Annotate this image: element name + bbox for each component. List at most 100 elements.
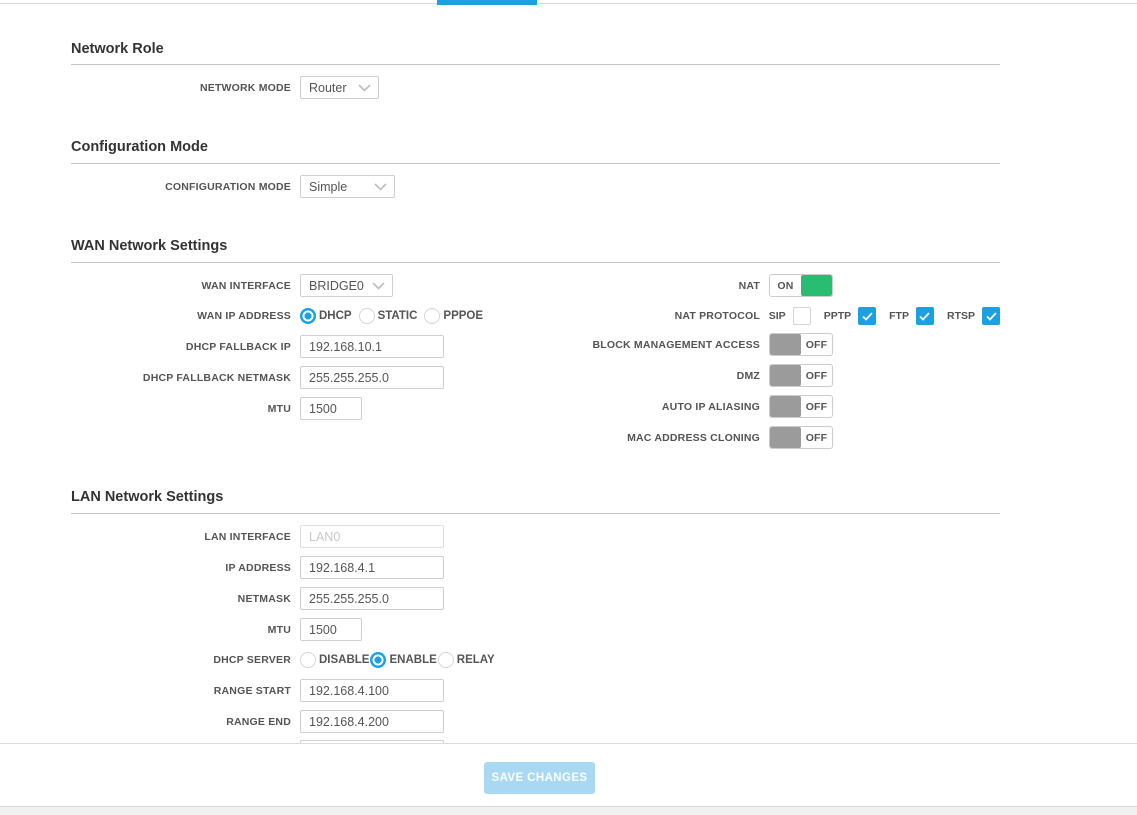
radio-enable[interactable]	[370, 651, 387, 668]
active-tab-indicator	[437, 0, 537, 5]
chevron-down-icon	[372, 281, 385, 290]
network-mode-label: NETWORK MODE	[199, 81, 291, 94]
wan-interface-label: WAN INTERFACE	[201, 279, 291, 292]
lan-interface-input	[300, 525, 444, 548]
section-divider	[71, 262, 1000, 263]
mac-address-cloning-toggle[interactable]: OFF	[769, 426, 833, 449]
wan-mtu-input[interactable]	[300, 397, 362, 420]
auto-ip-aliasing-label: AUTO IP ALIASING	[661, 400, 760, 413]
checkbox-rtsp-label: RTSP	[946, 310, 975, 322]
radio-pppoe[interactable]	[424, 307, 441, 324]
nat-protocol-row: NAT PROTOCOL SIP PPTP FTP RTSP	[450, 306, 1000, 326]
radio-pppoe-label: PPPOE	[443, 309, 484, 322]
wan-interface-row: WAN INTERFACE BRIDGE0	[71, 274, 393, 297]
wan-mtu-label: MTU	[267, 402, 291, 415]
checkbox-sip-label: SIP	[768, 310, 786, 322]
lan-mtu-label: MTU	[267, 623, 291, 636]
dhcp-fallback-ip-row: DHCP FALLBACK IP	[71, 335, 444, 358]
checkbox-rtsp[interactable]	[982, 307, 1000, 325]
dhcp-server-row: DHCP SERVER DISABLE ENABLE RELAY	[71, 648, 495, 671]
radio-dhcp-label: DHCP	[319, 309, 352, 322]
lan-mtu-row: MTU	[71, 618, 362, 641]
dhcp-fallback-netmask-input[interactable]	[300, 366, 444, 389]
section-divider	[71, 513, 1000, 514]
network-mode-value: Router	[309, 80, 347, 95]
range-start-row: RANGE START	[71, 679, 444, 702]
auto-ip-aliasing-state: OFF	[805, 400, 828, 413]
checkbox-sip[interactable]	[792, 307, 811, 325]
radio-enable-label: ENABLE	[389, 653, 437, 666]
toggle-off-knob	[770, 396, 801, 417]
wan-ip-address-row: WAN IP ADDRESS DHCP STATIC PPPOE	[71, 304, 483, 327]
network-mode-row: NETWORK MODE Router	[71, 76, 379, 99]
dhcp-fallback-ip-input[interactable]	[300, 335, 444, 358]
radio-dhcp[interactable]	[300, 307, 316, 324]
bottom-strip	[0, 806, 1137, 815]
checkbox-pptp-label: PPTP	[823, 310, 852, 322]
configuration-mode-select[interactable]: Simple	[300, 175, 395, 198]
nat-toggle-state: ON	[777, 279, 794, 292]
checkbox-ftp[interactable]	[915, 307, 934, 325]
radio-disable[interactable]	[300, 651, 316, 668]
radio-relay-label: RELAY	[456, 653, 495, 666]
block-management-access-label: BLOCK MANAGEMENT ACCESS	[592, 338, 760, 351]
dhcp-fallback-netmask-label: DHCP FALLBACK NETMASK	[142, 371, 291, 384]
tab-bar-divider	[0, 3, 1137, 4]
block-management-access-row: BLOCK MANAGEMENT ACCESS OFF	[450, 333, 833, 356]
radio-disable-label: DISABLE	[319, 653, 370, 666]
wan-interface-select[interactable]: BRIDGE0	[300, 274, 393, 297]
toggle-off-knob	[770, 334, 801, 355]
block-management-access-toggle[interactable]: OFF	[769, 333, 833, 356]
checkbox-pptp[interactable]	[858, 307, 877, 325]
range-end-label: RANGE END	[226, 715, 291, 728]
range-start-input[interactable]	[300, 679, 444, 702]
range-start-label: RANGE START	[213, 684, 291, 697]
section-title-lan: LAN Network Settings	[71, 489, 224, 505]
checkbox-ftp-label: FTP	[889, 310, 909, 322]
lan-interface-row: LAN INTERFACE	[71, 525, 444, 548]
dmz-row: DMZ OFF	[450, 364, 833, 387]
wan-interface-value: BRIDGE0	[309, 278, 364, 293]
mac-address-cloning-state: OFF	[805, 431, 828, 444]
mac-address-cloning-label: MAC ADDRESS CLONING	[627, 431, 760, 444]
save-changes-button[interactable]: SAVE CHANGES	[484, 762, 595, 794]
dhcp-fallback-netmask-row: DHCP FALLBACK NETMASK	[71, 366, 444, 389]
network-mode-select[interactable]: Router	[300, 76, 379, 99]
wan-ip-address-label: WAN IP ADDRESS	[197, 309, 291, 322]
chevron-down-icon	[358, 83, 371, 92]
nat-protocol-label: NAT PROTOCOL	[674, 310, 760, 322]
radio-static-label: STATIC	[377, 309, 418, 322]
toggle-off-knob	[770, 427, 801, 448]
lan-netmask-input[interactable]	[300, 587, 444, 610]
section-divider	[71, 163, 1000, 164]
auto-ip-aliasing-toggle[interactable]: OFF	[769, 395, 833, 418]
dmz-label: DMZ	[736, 369, 760, 382]
range-end-row: RANGE END	[71, 710, 444, 733]
lan-netmask-row: NETMASK	[71, 587, 444, 610]
dhcp-fallback-ip-label: DHCP FALLBACK IP	[185, 340, 291, 353]
lan-interface-label: LAN INTERFACE	[204, 530, 291, 543]
radio-static[interactable]	[358, 307, 375, 324]
lan-mtu-input[interactable]	[300, 618, 362, 641]
range-end-input[interactable]	[300, 710, 444, 733]
section-divider	[71, 64, 1000, 65]
lan-ip-address-row: IP ADDRESS	[71, 556, 444, 579]
nat-toggle[interactable]: ON	[769, 274, 833, 297]
toggle-off-knob	[770, 365, 801, 386]
section-title-network-role: Network Role	[71, 41, 164, 57]
lan-ip-address-input[interactable]	[300, 556, 444, 579]
configuration-mode-label: CONFIGURATION MODE	[165, 180, 291, 193]
block-management-access-state: OFF	[805, 338, 828, 351]
nat-label: NAT	[738, 279, 760, 292]
dmz-toggle[interactable]: OFF	[769, 364, 833, 387]
dmz-state: OFF	[805, 369, 828, 382]
mac-address-cloning-row: MAC ADDRESS CLONING OFF	[450, 426, 833, 449]
radio-relay[interactable]	[437, 651, 454, 668]
lan-ip-address-label: IP ADDRESS	[225, 561, 291, 574]
section-title-wan: WAN Network Settings	[71, 238, 228, 254]
configuration-mode-row: CONFIGURATION MODE Simple	[71, 175, 395, 198]
section-title-configuration-mode: Configuration Mode	[71, 139, 208, 155]
toggle-on-track	[801, 275, 832, 296]
wan-mtu-row: MTU	[71, 397, 362, 420]
